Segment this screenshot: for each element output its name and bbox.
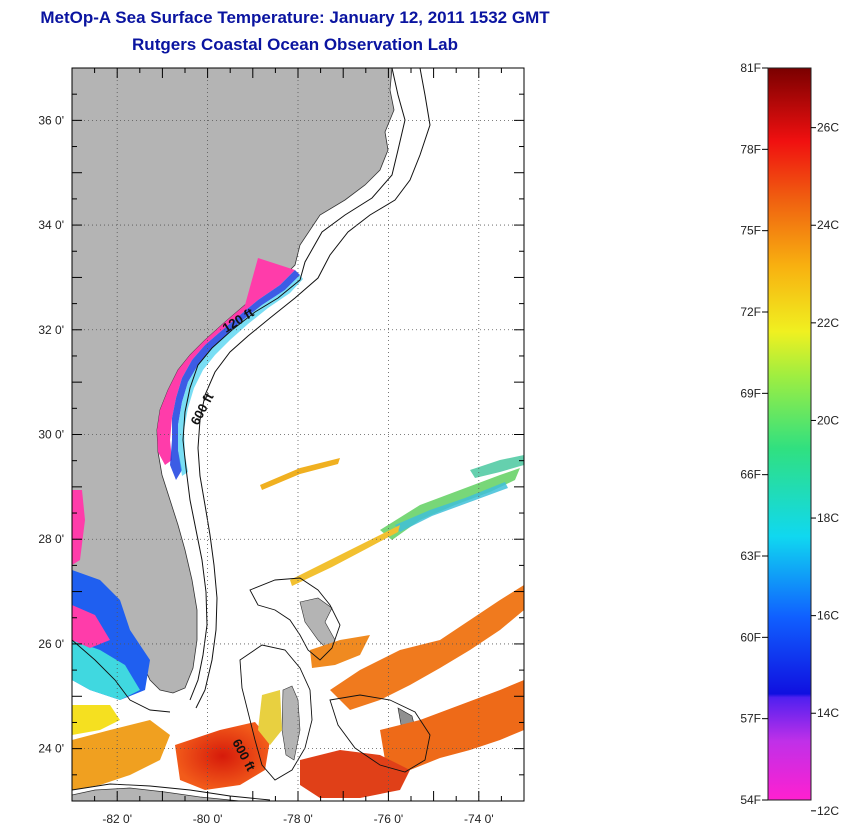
lat-tick-label: 36 0': [38, 113, 64, 127]
colorbar-c-label: 24C: [817, 218, 839, 232]
colorbar-f-label: 75F: [740, 224, 761, 238]
colorbar-f-label: 60F: [740, 630, 761, 644]
sst-mixed-patch: [258, 690, 282, 745]
map-title: MetOp-A Sea Surface Temperature: January…: [40, 8, 550, 27]
isobath-600ft: [195, 68, 431, 709]
colorbar-f-label: 81F: [740, 61, 761, 75]
land-cuba: [72, 787, 241, 801]
sst-atlantic-orange-2: [380, 680, 524, 770]
lon-tick-label: -80 0': [193, 812, 223, 826]
sst-nearshore-cold: [157, 258, 295, 465]
sst-atlantic-orange-1: [330, 585, 524, 710]
sst-florida-straits-red: [175, 722, 270, 790]
sst-atlantic-red: [300, 750, 410, 798]
colorbar-c-label: 14C: [817, 706, 839, 720]
sst-green-band-2: [470, 455, 524, 478]
sst-yellow-streak-1: [260, 458, 340, 490]
isobath-cuba: [72, 783, 271, 801]
sst-florida-straits: [72, 720, 170, 790]
lon-tick-label: -82 0': [102, 812, 132, 826]
sst-gulf-pink2: [72, 605, 110, 648]
colorbar-c-label: 22C: [817, 316, 839, 330]
lat-tick-label: 26 0': [38, 637, 64, 651]
colorbar-f-label: 78F: [740, 142, 761, 156]
lat-tick-label: 28 0': [38, 532, 64, 546]
map-subtitle: Rutgers Coastal Ocean Observation Lab: [132, 35, 458, 54]
colorbar-c-label: 16C: [817, 609, 839, 623]
lat-tick-label: 30 0': [38, 428, 64, 442]
sst-gulf-pink: [72, 490, 85, 565]
graticule: [72, 68, 524, 801]
sst-yellow-streak-2: [290, 525, 400, 586]
sst-atlantic-orange-3: [310, 635, 370, 668]
colorbar-c-label: 18C: [817, 511, 839, 525]
isobath-bahamas-2: [239, 644, 313, 781]
lon-tick-label: -76 0': [374, 812, 404, 826]
colorbar-c-label: 20C: [817, 413, 839, 427]
colorbar-c-label: 12C: [817, 804, 839, 818]
colorbar-f-label: 63F: [740, 549, 761, 563]
colorbar-f-label: 57F: [740, 712, 761, 726]
sst-cyan-band: [395, 482, 508, 532]
land-bahamas-1: [281, 685, 301, 761]
colorbar-gradient: [767, 67, 812, 801]
isobath-120ft: [182, 68, 406, 701]
isobath-florida-west: [72, 639, 171, 713]
lon-tick-label: -78 0': [283, 812, 313, 826]
lon-tick-label: -74 0': [464, 812, 494, 826]
lat-tick-label: 32 0': [38, 323, 64, 337]
colorbar-f-label: 72F: [740, 305, 761, 319]
lat-tick-label: 24 0': [38, 742, 64, 756]
colorbar-c-label: 26C: [817, 121, 839, 135]
colorbar-f-label: 69F: [740, 386, 761, 400]
axis-labels: -82 0' -80 0' -78 0' -76 0' -74 0' 36 0' 34 0'…: [38, 113, 493, 826]
axis-ticks: [71, 67, 525, 802]
lat-tick-label: 34 0': [38, 218, 64, 232]
colorbar-f-label: 54F: [740, 793, 761, 807]
colorbar-f-label: 66F: [740, 468, 761, 482]
isobath-bahamas-3: [329, 694, 431, 773]
isobath-bahamas-1: [249, 577, 341, 661]
sst-yellow-patch: [72, 705, 120, 735]
